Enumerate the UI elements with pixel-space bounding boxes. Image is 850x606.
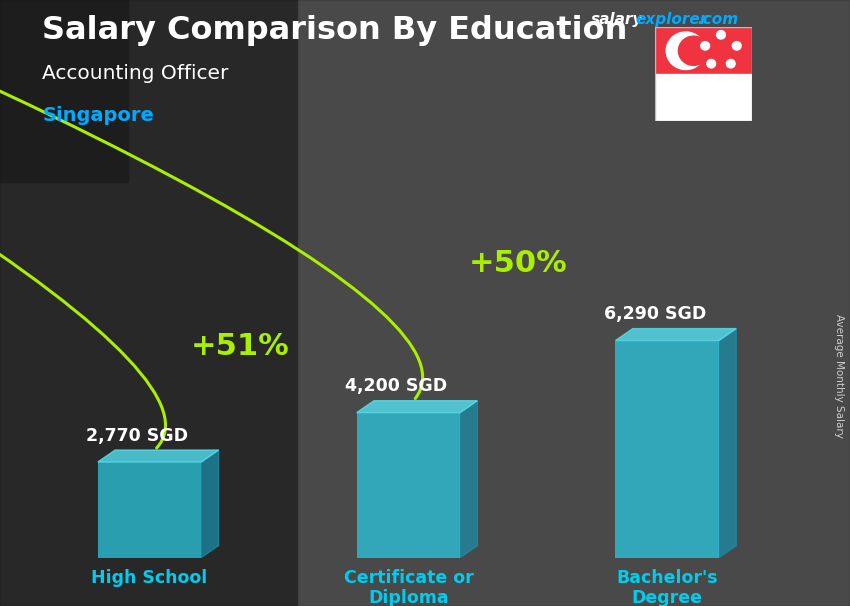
Bar <box>615 341 719 558</box>
Bar <box>654 75 752 121</box>
Text: 4,200 SGD: 4,200 SGD <box>345 378 447 395</box>
Text: Singapore: Singapore <box>42 106 155 125</box>
Text: +50%: +50% <box>469 249 568 278</box>
Circle shape <box>727 59 735 68</box>
Bar <box>357 413 460 558</box>
Polygon shape <box>98 450 218 462</box>
Text: 2,770 SGD: 2,770 SGD <box>87 427 188 445</box>
Circle shape <box>733 42 741 50</box>
Text: .com: .com <box>697 12 738 27</box>
Polygon shape <box>615 328 736 341</box>
Text: salary: salary <box>591 12 643 27</box>
Bar <box>0 0 298 606</box>
Bar <box>654 27 752 75</box>
Circle shape <box>717 30 725 39</box>
Text: Accounting Officer: Accounting Officer <box>42 64 229 82</box>
Text: +51%: +51% <box>190 332 289 361</box>
Polygon shape <box>719 328 736 558</box>
Text: explorer: explorer <box>636 12 708 27</box>
Circle shape <box>707 59 716 68</box>
Text: Salary Comparison By Education: Salary Comparison By Education <box>42 15 628 46</box>
Polygon shape <box>460 401 478 558</box>
Text: 6,290 SGD: 6,290 SGD <box>604 305 706 323</box>
Bar <box>298 0 850 606</box>
Wedge shape <box>666 32 705 70</box>
Wedge shape <box>678 36 709 65</box>
Bar <box>98 462 201 558</box>
Bar <box>0 0 128 182</box>
Polygon shape <box>201 450 218 558</box>
Text: Average Monthly Salary: Average Monthly Salary <box>834 314 844 438</box>
Polygon shape <box>357 401 478 413</box>
Circle shape <box>700 42 710 50</box>
